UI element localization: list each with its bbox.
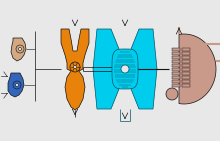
Polygon shape bbox=[93, 29, 121, 109]
Circle shape bbox=[121, 65, 129, 73]
Polygon shape bbox=[172, 68, 180, 71]
Polygon shape bbox=[172, 60, 180, 63]
Polygon shape bbox=[172, 56, 180, 59]
Polygon shape bbox=[172, 76, 180, 79]
Polygon shape bbox=[182, 64, 190, 67]
Polygon shape bbox=[172, 64, 180, 67]
Circle shape bbox=[13, 81, 21, 89]
Polygon shape bbox=[182, 60, 190, 63]
Polygon shape bbox=[11, 38, 26, 61]
Polygon shape bbox=[112, 49, 138, 89]
Polygon shape bbox=[129, 29, 157, 109]
Circle shape bbox=[16, 45, 24, 53]
Polygon shape bbox=[182, 56, 190, 59]
Polygon shape bbox=[182, 72, 190, 75]
Polygon shape bbox=[172, 52, 180, 55]
Circle shape bbox=[70, 62, 80, 72]
Polygon shape bbox=[8, 73, 24, 97]
Polygon shape bbox=[182, 84, 190, 87]
Polygon shape bbox=[172, 72, 180, 75]
Polygon shape bbox=[172, 84, 180, 87]
Polygon shape bbox=[182, 80, 190, 83]
Polygon shape bbox=[61, 29, 89, 110]
Polygon shape bbox=[182, 48, 190, 51]
Circle shape bbox=[73, 66, 77, 69]
Polygon shape bbox=[182, 68, 190, 71]
Polygon shape bbox=[172, 80, 180, 83]
Polygon shape bbox=[179, 34, 216, 104]
Circle shape bbox=[166, 88, 178, 100]
Polygon shape bbox=[172, 48, 180, 51]
Circle shape bbox=[18, 48, 22, 50]
Circle shape bbox=[15, 83, 18, 86]
Polygon shape bbox=[182, 52, 190, 55]
Polygon shape bbox=[182, 76, 190, 79]
